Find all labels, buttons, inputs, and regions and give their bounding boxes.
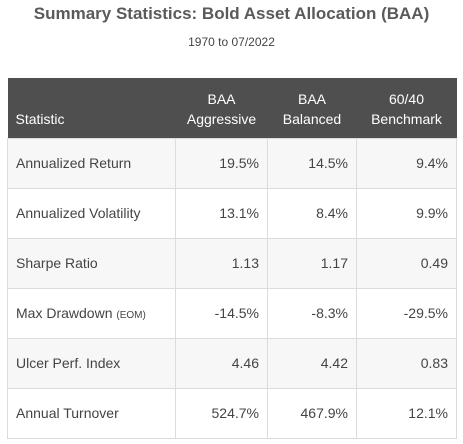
header-baa-balanced-line2: Balanced — [282, 110, 342, 127]
cell-balanced: -8.3% — [267, 287, 357, 339]
header-baa-aggressive-line1: BAA — [207, 90, 236, 107]
cell-benchmark: -29.5% — [356, 287, 457, 339]
row-label-text: Annualized Volatility — [16, 205, 141, 221]
row-label: Sharpe Ratio — [7, 237, 176, 289]
cell-balanced: 8.4% — [267, 187, 357, 239]
row-label-text: Max Drawdown — [16, 305, 113, 321]
row-label-text: Annualized Return — [16, 155, 132, 171]
summary-statistics-table: Statistic BAA Aggressive BAA Balanced 60… — [7, 78, 457, 439]
table-row: Ulcer Perf. Index 4.46 4.42 0.83 — [7, 337, 457, 389]
header-benchmark: 60/40 Benchmark — [356, 78, 457, 138]
cell-aggressive: 1.13 — [175, 237, 268, 289]
row-label: Annualized Return — [7, 137, 176, 189]
header-benchmark-line2: Benchmark — [371, 110, 442, 127]
header-benchmark-line1: 60/40 — [388, 90, 425, 107]
row-label: Max Drawdown (EOM) — [7, 287, 176, 339]
cell-benchmark: 0.49 — [356, 237, 457, 289]
row-label-text: Sharpe Ratio — [16, 255, 98, 271]
header-baa-aggressive: BAA Aggressive — [175, 78, 268, 138]
table-row: Annualized Return 19.5% 14.5% 9.4% — [7, 137, 457, 189]
cell-benchmark: 0.83 — [356, 337, 457, 389]
header-statistic: Statistic — [7, 78, 176, 138]
table-header: Statistic BAA Aggressive BAA Balanced 60… — [7, 78, 457, 138]
header-baa-balanced-line1: BAA — [297, 90, 326, 107]
cell-aggressive: 524.7% — [175, 387, 268, 439]
table-row: Annual Turnover 524.7% 467.9% 12.1% — [7, 387, 457, 439]
cell-balanced: 4.42 — [267, 337, 357, 389]
header-baa-balanced: BAA Balanced — [267, 78, 357, 138]
page-title: Summary Statistics: Bold Asset Allocatio… — [33, 4, 430, 23]
cell-balanced: 1.17 — [267, 237, 357, 289]
table-row: Annualized Volatility 13.1% 8.4% 9.9% — [7, 187, 457, 239]
cell-aggressive: 13.1% — [175, 187, 268, 239]
date-range-subtitle: 1970 to 07/2022 — [188, 35, 275, 49]
row-label-note: (EOM) — [116, 310, 146, 321]
row-label-text: Ulcer Perf. Index — [16, 355, 121, 371]
cell-aggressive: 4.46 — [175, 337, 268, 389]
cell-benchmark: 9.9% — [356, 187, 457, 239]
row-label: Annual Turnover — [7, 387, 176, 439]
cell-aggressive: -14.5% — [175, 287, 268, 339]
cell-benchmark: 12.1% — [356, 387, 457, 439]
row-label: Annualized Volatility — [7, 187, 176, 239]
table-body: Annualized Return 19.5% 14.5% 9.4% Annua… — [7, 137, 457, 439]
row-label: Ulcer Perf. Index — [7, 337, 176, 389]
table-row: Max Drawdown (EOM) -14.5% -8.3% -29.5% — [7, 287, 457, 339]
row-label-text: Annual Turnover — [16, 405, 119, 421]
cell-balanced: 467.9% — [267, 387, 357, 439]
cell-aggressive: 19.5% — [175, 137, 268, 189]
header-row: Statistic BAA Aggressive BAA Balanced 60… — [7, 78, 457, 138]
table-row: Sharpe Ratio 1.13 1.17 0.49 — [7, 237, 457, 289]
header-baa-aggressive-line2: Aggressive — [186, 110, 257, 127]
cell-balanced: 14.5% — [267, 137, 357, 189]
cell-benchmark: 9.4% — [356, 137, 457, 189]
